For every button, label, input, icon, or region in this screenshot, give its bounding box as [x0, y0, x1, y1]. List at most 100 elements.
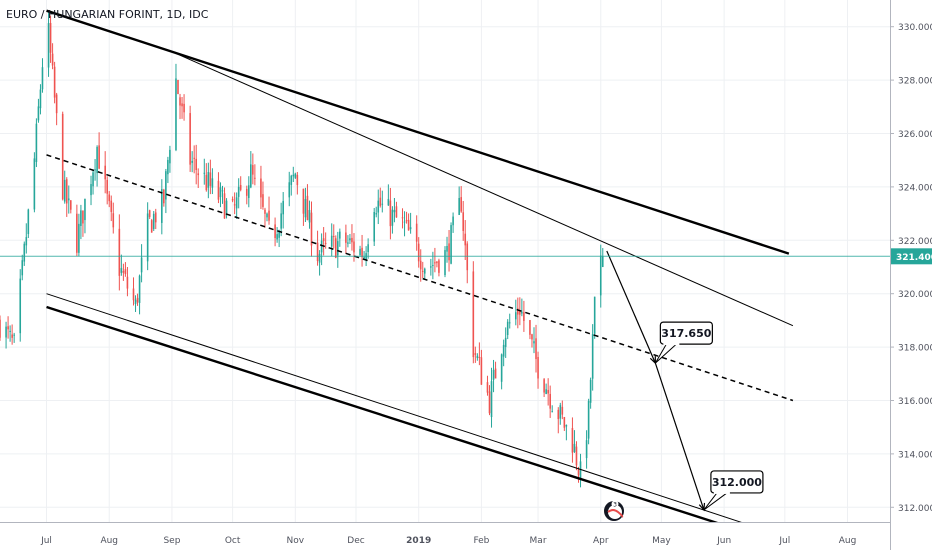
candle — [474, 346, 477, 363]
candle — [132, 277, 135, 306]
candle — [464, 220, 467, 260]
trendline-drawings[interactable] — [46, 9, 794, 549]
projection-arrow-2[interactable] — [654, 362, 706, 512]
candle — [593, 296, 596, 339]
last-price-label: 321.400 — [891, 248, 932, 265]
candle — [247, 176, 250, 208]
upper-channel-line[interactable] — [46, 9, 790, 255]
candle — [189, 105, 191, 172]
x-tick-label: Jun — [716, 536, 731, 546]
svg-text:312.000: 312.000 — [712, 476, 762, 489]
candle — [163, 188, 165, 207]
candle — [563, 416, 566, 431]
x-tick-label: Sep — [163, 536, 180, 546]
svg-text:317.650: 317.650 — [661, 327, 711, 340]
candle — [405, 211, 408, 224]
candle — [296, 172, 299, 195]
y-tick-label: 326.000 — [898, 130, 932, 140]
candle — [53, 61, 56, 104]
fan-line-upper[interactable] — [175, 52, 794, 327]
candle — [254, 164, 256, 186]
candle — [466, 241, 469, 284]
candle — [264, 207, 266, 228]
candle — [492, 359, 495, 393]
candle — [591, 324, 594, 391]
candle — [551, 405, 554, 413]
candle — [252, 153, 254, 185]
candle — [288, 171, 291, 207]
candle — [5, 321, 7, 349]
y-tick-label: 320.000 — [898, 290, 932, 300]
candle — [423, 267, 426, 280]
candle — [409, 212, 412, 234]
target-labels-layer[interactable]: 317.650 312.000 — [654, 321, 764, 511]
candle — [381, 190, 384, 213]
candle — [452, 212, 454, 233]
candle — [148, 209, 151, 220]
candle — [401, 208, 404, 229]
candle — [529, 319, 531, 340]
candle — [37, 98, 40, 123]
candle — [126, 266, 129, 297]
candle — [120, 254, 123, 276]
candle — [389, 187, 392, 240]
candle — [579, 453, 582, 488]
candle — [13, 332, 15, 343]
candle — [571, 417, 574, 463]
candle — [183, 94, 185, 121]
candle — [450, 222, 452, 265]
candle — [278, 229, 280, 248]
candle — [502, 339, 505, 367]
candle — [154, 208, 157, 230]
candle — [375, 206, 378, 218]
candle — [561, 400, 564, 420]
candle — [448, 230, 450, 272]
lower-channel-line[interactable] — [46, 305, 794, 549]
candle — [262, 181, 264, 210]
candle — [486, 375, 489, 396]
median-dashed-line[interactable] — [46, 154, 794, 402]
candle — [521, 298, 523, 317]
candle — [90, 175, 92, 206]
candle — [268, 196, 270, 225]
candle — [393, 197, 396, 223]
candle — [302, 188, 305, 226]
candle — [349, 233, 351, 245]
candle — [460, 186, 462, 213]
candle — [322, 227, 325, 256]
candle — [332, 224, 335, 249]
candle — [65, 177, 68, 217]
x-tick-label: Jul — [40, 536, 52, 546]
candle — [379, 187, 382, 208]
candle — [601, 248, 604, 268]
target-label-317650[interactable]: 317.650 — [654, 321, 713, 364]
candle — [417, 237, 420, 268]
candle — [472, 261, 475, 364]
candle — [587, 398, 590, 445]
candle — [69, 200, 72, 214]
projection-arrow-1[interactable] — [606, 250, 656, 365]
target-label-312000[interactable]: 312.000 — [703, 470, 764, 511]
candle — [51, 43, 54, 70]
candle — [316, 230, 319, 266]
candle — [33, 152, 36, 213]
candle — [557, 407, 560, 434]
candle — [235, 192, 238, 219]
candle — [237, 178, 240, 209]
candle — [480, 349, 483, 385]
candle — [565, 424, 568, 441]
candle — [260, 165, 262, 210]
tradingview-logo-icon: 3 — [604, 500, 624, 521]
candle — [446, 236, 448, 263]
fan-line-lower[interactable] — [46, 293, 794, 540]
candle — [308, 200, 311, 229]
x-tick-label: Feb — [473, 536, 489, 546]
candle — [49, 15, 52, 63]
candle — [517, 297, 519, 329]
x-tick-label: Oct — [225, 536, 241, 546]
x-tick-label: Nov — [287, 536, 305, 546]
candle — [250, 151, 252, 189]
